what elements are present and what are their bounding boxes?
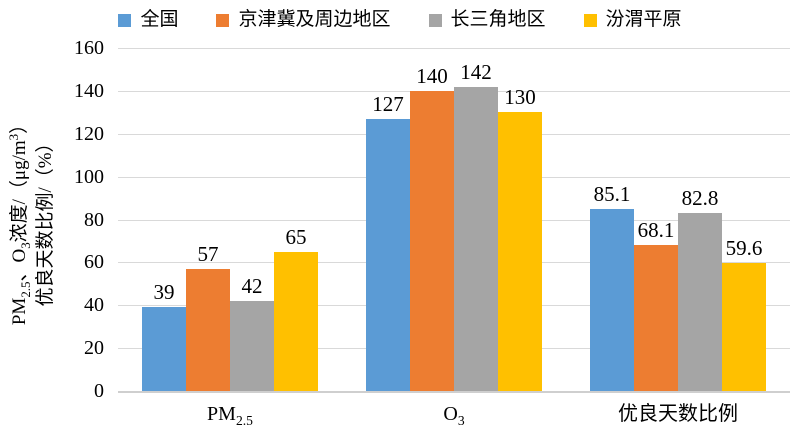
bar-series2-cat2 [678,213,722,391]
bar-value-label: 82.8 [681,186,719,211]
bar-series3-cat2 [722,263,766,391]
legend-item-0: 全国 [118,8,178,32]
bar-series0-cat0 [142,307,186,391]
bar-value-label: 140 [416,63,448,88]
bar-value-label: 85.1 [593,181,631,206]
y-tick-label: 20 [84,337,104,360]
bar-series3-cat0 [274,251,318,391]
y-tick-label: 100 [74,165,104,188]
bar-series2-cat0 [230,300,274,391]
legend-item-label: 汾渭平原 [605,9,682,30]
bar-series1-cat1 [410,90,454,391]
bar-value-label: 42 [241,273,263,298]
y-tick-label: 40 [84,294,104,317]
bar-series2-cat1 [454,86,498,391]
bar-value-label: 130 [504,85,536,110]
y-tick-label: 120 [74,122,104,145]
legend-item-label: 全国 [140,9,179,30]
y-tick-label: 0 [94,380,104,402]
bar-series1-cat2 [634,245,678,391]
y-tick-label: 140 [74,79,104,102]
legend-marker-icon [583,13,597,27]
legend-item-2: 长三角地区 [428,8,546,32]
bar-series0-cat2 [590,208,634,391]
legend-marker-icon [428,13,442,27]
bar-value-label: 142 [460,59,492,84]
bar-series0-cat1 [366,118,410,391]
plot-area: 39 57 42 65 127 140 142 130 85.1 68.1 82.8 59.6 [118,48,790,393]
legend-item-label: 长三角地区 [450,9,546,30]
y-tick-label: 160 [74,37,104,59]
bar-series3-cat1 [498,112,542,391]
legend-item-label: 京津冀及周边地区 [238,9,391,30]
chart-legend: 全国 京津冀及周边地区 长三角地区 汾渭平原 [0,8,800,32]
y-tick-label: 60 [84,251,104,274]
legend-item-3: 汾渭平原 [583,8,682,32]
x-category-label: PM2.5 [207,403,253,428]
bar-value-label: 39 [153,280,175,305]
x-category-label: O3 [443,403,465,428]
y-tick-label: 80 [84,208,104,231]
legend-item-1: 京津冀及周边地区 [216,8,391,32]
bar-value-label: 65 [285,224,307,249]
bar-value-label: 127 [372,91,404,116]
legend-marker-icon [118,13,132,27]
bar-value-label: 68.1 [637,218,675,242]
gridline [118,48,790,49]
bar-value-label: 57 [197,241,219,266]
legend-marker-icon [216,13,230,27]
bar-series1-cat0 [186,268,230,391]
x-category-label: 优良天数比例 [618,403,738,425]
bar-value-label: 59.6 [725,236,763,261]
